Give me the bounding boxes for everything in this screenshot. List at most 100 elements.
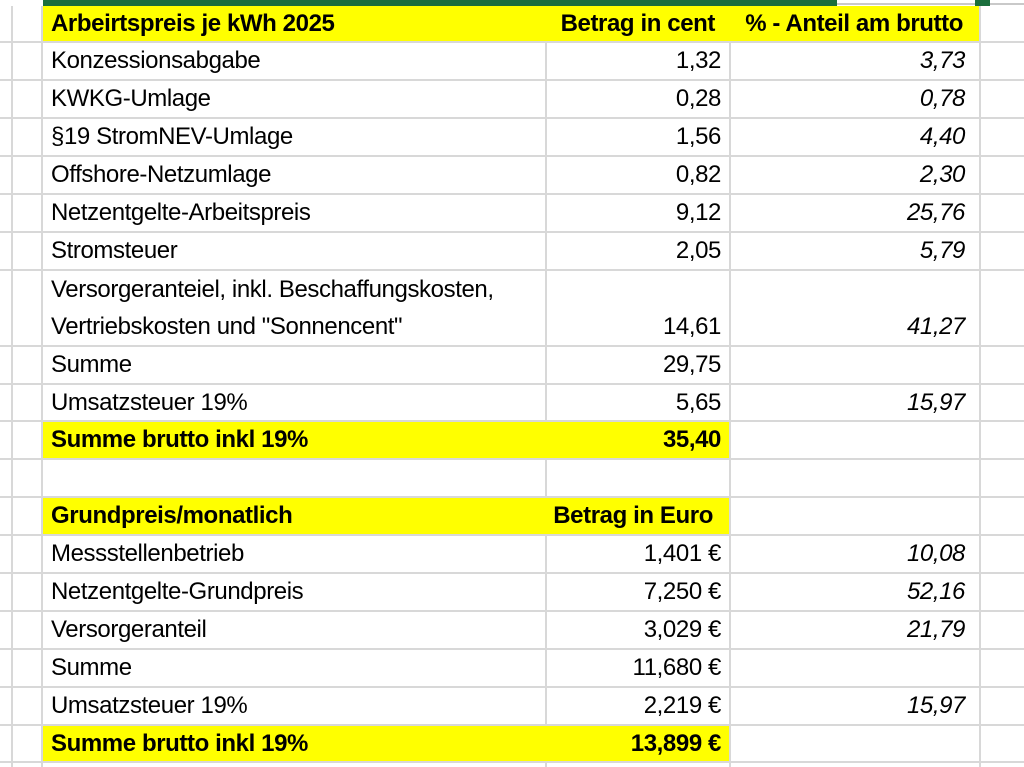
percent-cell[interactable]: 52,16 [731, 574, 981, 610]
percent-cell[interactable]: 21,79 [731, 612, 981, 648]
row-label[interactable]: Umsatzsteuer 19% [43, 688, 547, 724]
spacer-cell[interactable] [13, 498, 43, 534]
spacer-cell[interactable] [13, 422, 43, 458]
row-number-cell[interactable] [0, 460, 13, 496]
spacer-cell[interactable] [13, 460, 43, 496]
spacer-cell[interactable] [981, 195, 1024, 231]
row-number-cell[interactable] [0, 195, 13, 231]
row-label[interactable]: Offshore-Netzumlage [43, 157, 547, 193]
spacer-cell[interactable] [13, 688, 43, 724]
spacer-cell[interactable] [981, 498, 1024, 534]
amount-cell[interactable]: 9,12 [547, 195, 731, 231]
row-number-cell[interactable] [0, 81, 13, 117]
spacer-cell[interactable] [13, 536, 43, 572]
spacer-cell[interactable] [981, 650, 1024, 686]
amount-cell[interactable]: 3,029 € [547, 612, 731, 648]
percent-cell[interactable]: 25,76 [731, 195, 981, 231]
percent-cell[interactable]: 2,30 [731, 157, 981, 193]
spacer-cell[interactable] [13, 119, 43, 155]
row-label[interactable]: KWKG-Umlage [43, 81, 547, 117]
row-number-cell[interactable] [0, 422, 13, 458]
spacer-cell[interactable] [13, 271, 43, 345]
spacer-cell[interactable] [13, 43, 43, 79]
spacer-cell[interactable] [981, 574, 1024, 610]
percent-cell[interactable]: 4,40 [731, 119, 981, 155]
row-number-cell[interactable] [0, 574, 13, 610]
row-number-cell[interactable] [0, 726, 13, 761]
spacer-cell[interactable] [13, 574, 43, 610]
percent-cell[interactable] [731, 650, 981, 686]
spacer-cell[interactable] [13, 6, 43, 41]
amount-cell[interactable]: 14,61 [547, 271, 731, 345]
spacer-cell[interactable] [981, 119, 1024, 155]
percent-cell[interactable] [731, 726, 981, 761]
spacer-cell[interactable] [981, 347, 1024, 383]
spacer-cell[interactable] [13, 726, 43, 761]
percent-cell[interactable] [731, 347, 981, 383]
row-number-cell[interactable] [0, 347, 13, 383]
row-label[interactable]: §19 StromNEV-Umlage [43, 119, 547, 155]
percent-cell[interactable]: 3,73 [731, 43, 981, 79]
amount-cell[interactable]: 2,05 [547, 233, 731, 269]
row-label[interactable]: Versorgeranteil [43, 612, 547, 648]
row-label[interactable]: Messstellenbetrieb [43, 536, 547, 572]
empty-cell[interactable] [547, 460, 731, 496]
row-number-cell[interactable] [0, 157, 13, 193]
spacer-cell[interactable] [13, 81, 43, 117]
row-number-cell[interactable] [0, 6, 13, 41]
row-label[interactable]: Versorgeranteiel, inkl. Beschaffungskost… [43, 271, 547, 345]
row-number-cell[interactable] [0, 385, 13, 420]
amount-cell[interactable]: 29,75 [547, 347, 731, 383]
amount-cell[interactable]: 5,65 [547, 385, 731, 420]
spacer-cell[interactable] [13, 347, 43, 383]
spacer-cell[interactable] [981, 271, 1024, 345]
percent-cell[interactable]: 0,78 [731, 81, 981, 117]
total-highlight-cell[interactable]: Summe brutto inkl 19% 13,899 € [43, 726, 731, 761]
spacer-cell[interactable] [981, 81, 1024, 117]
row-label[interactable]: Umsatzsteuer 19% [43, 385, 547, 420]
spacer-cell[interactable] [981, 536, 1024, 572]
spacer-cell[interactable] [13, 233, 43, 269]
spacer-cell[interactable] [981, 612, 1024, 648]
row-label[interactable]: Summe [43, 650, 547, 686]
percent-cell[interactable]: 15,97 [731, 688, 981, 724]
spacer-cell[interactable] [13, 195, 43, 231]
amount-cell[interactable]: 2,219 € [547, 688, 731, 724]
spacer-cell[interactable] [981, 385, 1024, 420]
spacer-cell[interactable] [981, 233, 1024, 269]
percent-cell[interactable]: 41,27 [731, 271, 981, 345]
amount-cell[interactable]: 0,82 [547, 157, 731, 193]
row-number-cell[interactable] [0, 688, 13, 724]
amount-cell[interactable]: 0,28 [547, 81, 731, 117]
spacer-cell[interactable] [981, 157, 1024, 193]
empty-cell[interactable] [731, 460, 981, 496]
spacer-cell[interactable] [981, 422, 1024, 458]
row-label[interactable]: Summe [43, 347, 547, 383]
spacer-cell[interactable] [13, 650, 43, 686]
amount-cell[interactable]: 7,250 € [547, 574, 731, 610]
table1-header-cell[interactable]: Arbeirtspreis je kWh 2025 Betrag in cent… [43, 6, 981, 41]
spacer-cell[interactable] [981, 726, 1024, 761]
spacer-cell[interactable] [13, 385, 43, 420]
spacer-cell[interactable] [981, 688, 1024, 724]
amount-cell[interactable]: 1,56 [547, 119, 731, 155]
percent-cell[interactable]: 10,08 [731, 536, 981, 572]
table2-header-cell[interactable]: Grundpreis/monatlich Betrag in Euro [43, 498, 731, 534]
amount-cell[interactable]: 1,32 [547, 43, 731, 79]
row-number-cell[interactable] [0, 43, 13, 79]
row-label[interactable]: Stromsteuer [43, 233, 547, 269]
empty-cell[interactable] [731, 498, 981, 534]
row-number-cell[interactable] [0, 119, 13, 155]
row-number-cell[interactable] [0, 271, 13, 345]
amount-cell[interactable]: 1,401 € [547, 536, 731, 572]
row-number-cell[interactable] [0, 536, 13, 572]
spacer-cell[interactable] [13, 612, 43, 648]
row-number-cell[interactable] [0, 233, 13, 269]
amount-cell[interactable]: 11,680 € [547, 650, 731, 686]
percent-cell[interactable]: 15,97 [731, 385, 981, 420]
spacer-cell[interactable] [981, 460, 1024, 496]
row-label[interactable]: Netzentgelte-Grundpreis [43, 574, 547, 610]
row-number-cell[interactable] [0, 612, 13, 648]
percent-cell[interactable]: 5,79 [731, 233, 981, 269]
percent-cell[interactable] [731, 422, 981, 458]
